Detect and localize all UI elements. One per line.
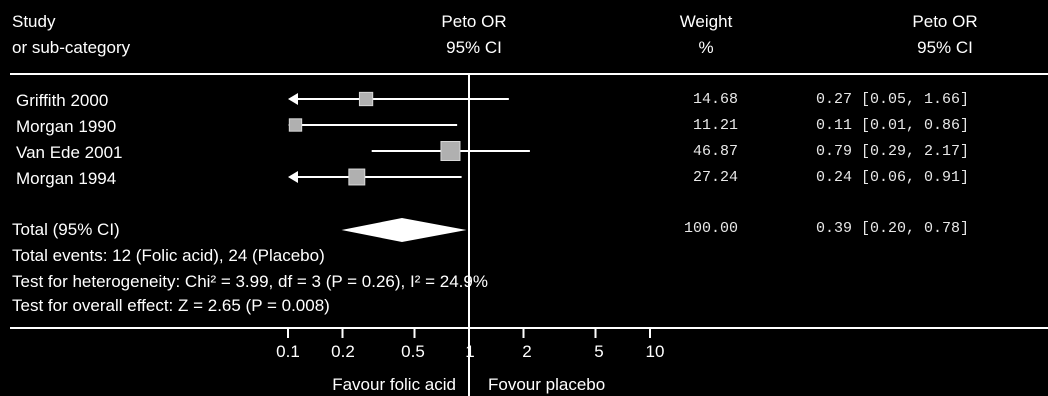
point-estimate-3 bbox=[348, 168, 366, 186]
tick-label-0: 0.1 bbox=[276, 342, 300, 361]
total-label: Total (95% CI) bbox=[12, 220, 120, 239]
plot-frame bbox=[10, 73, 1048, 329]
xlabel-favour-placebo: Fovour placebo bbox=[488, 375, 606, 394]
total-weight: 100.00 bbox=[683, 220, 738, 237]
point-estimate-0 bbox=[358, 91, 374, 107]
study-name-3: Morgan 1994 bbox=[16, 169, 117, 188]
total-ci: 0.39 [0.20, 0.78] bbox=[816, 220, 970, 237]
tick-label-5: 5 bbox=[594, 342, 604, 361]
tick-label-6: 10 bbox=[645, 342, 665, 361]
header-weight: Weight bbox=[679, 12, 733, 31]
header-peto-or: Peto OR bbox=[441, 12, 507, 31]
study-weight-0: 14.68 bbox=[692, 91, 738, 108]
header-ci: 95% CI bbox=[446, 38, 502, 57]
total-events: Total events: 12 (Folic acid), 24 (Place… bbox=[12, 246, 325, 265]
study-weight-2: 46.87 bbox=[692, 143, 738, 160]
ci-arrow-3 bbox=[288, 171, 298, 183]
study-weight-3: 27.24 bbox=[692, 169, 738, 186]
study-ci-1: 0.11 [0.01, 0.86] bbox=[816, 117, 970, 134]
tick-label-2: 0.5 bbox=[401, 342, 425, 361]
study-name-2: Van Ede 2001 bbox=[16, 143, 123, 162]
study-name-0: Griffith 2000 bbox=[16, 91, 109, 110]
point-estimate-2 bbox=[440, 140, 461, 162]
study-weight-1: 11.21 bbox=[692, 117, 738, 134]
study-ci-2: 0.79 [0.29, 2.17] bbox=[816, 143, 970, 160]
header-subcategory: or sub-category bbox=[12, 38, 131, 57]
point-estimate-1 bbox=[288, 118, 303, 132]
header-percent: % bbox=[698, 38, 714, 57]
heterogeneity-test: Test for heterogeneity: Chi² = 3.99, df … bbox=[12, 272, 488, 291]
tick-label-1: 0.2 bbox=[331, 342, 355, 361]
overall-effect-test: Test for overall effect: Z = 2.65 (P = 0… bbox=[12, 296, 330, 315]
tick-label-4: 2 bbox=[522, 342, 532, 361]
header-ci-2: 95% CI bbox=[917, 38, 973, 57]
study-ci-3: 0.24 [0.06, 0.91] bbox=[816, 169, 970, 186]
xlabel-favour-folic: Favour folic acid bbox=[332, 375, 456, 394]
total-diamond bbox=[341, 218, 467, 242]
ci-arrow-0 bbox=[288, 93, 298, 105]
study-ci-0: 0.27 [0.05, 1.66] bbox=[816, 91, 970, 108]
header-peto-or-2: Peto OR bbox=[912, 12, 978, 31]
study-name-1: Morgan 1990 bbox=[16, 117, 117, 136]
header-study: Study bbox=[12, 12, 56, 31]
